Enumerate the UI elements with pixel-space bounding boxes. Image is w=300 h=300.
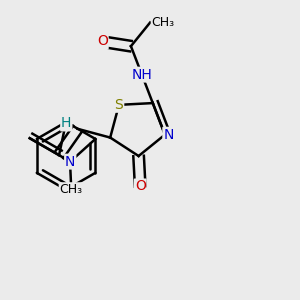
Text: CH₃: CH₃ bbox=[152, 16, 175, 29]
Text: S: S bbox=[115, 98, 123, 112]
Text: H: H bbox=[61, 116, 71, 130]
Text: N: N bbox=[163, 128, 174, 142]
Text: CH₃: CH₃ bbox=[60, 183, 83, 196]
Text: O: O bbox=[135, 179, 146, 194]
Text: NH: NH bbox=[131, 68, 152, 82]
Text: O: O bbox=[97, 34, 108, 48]
Text: N: N bbox=[65, 154, 75, 169]
